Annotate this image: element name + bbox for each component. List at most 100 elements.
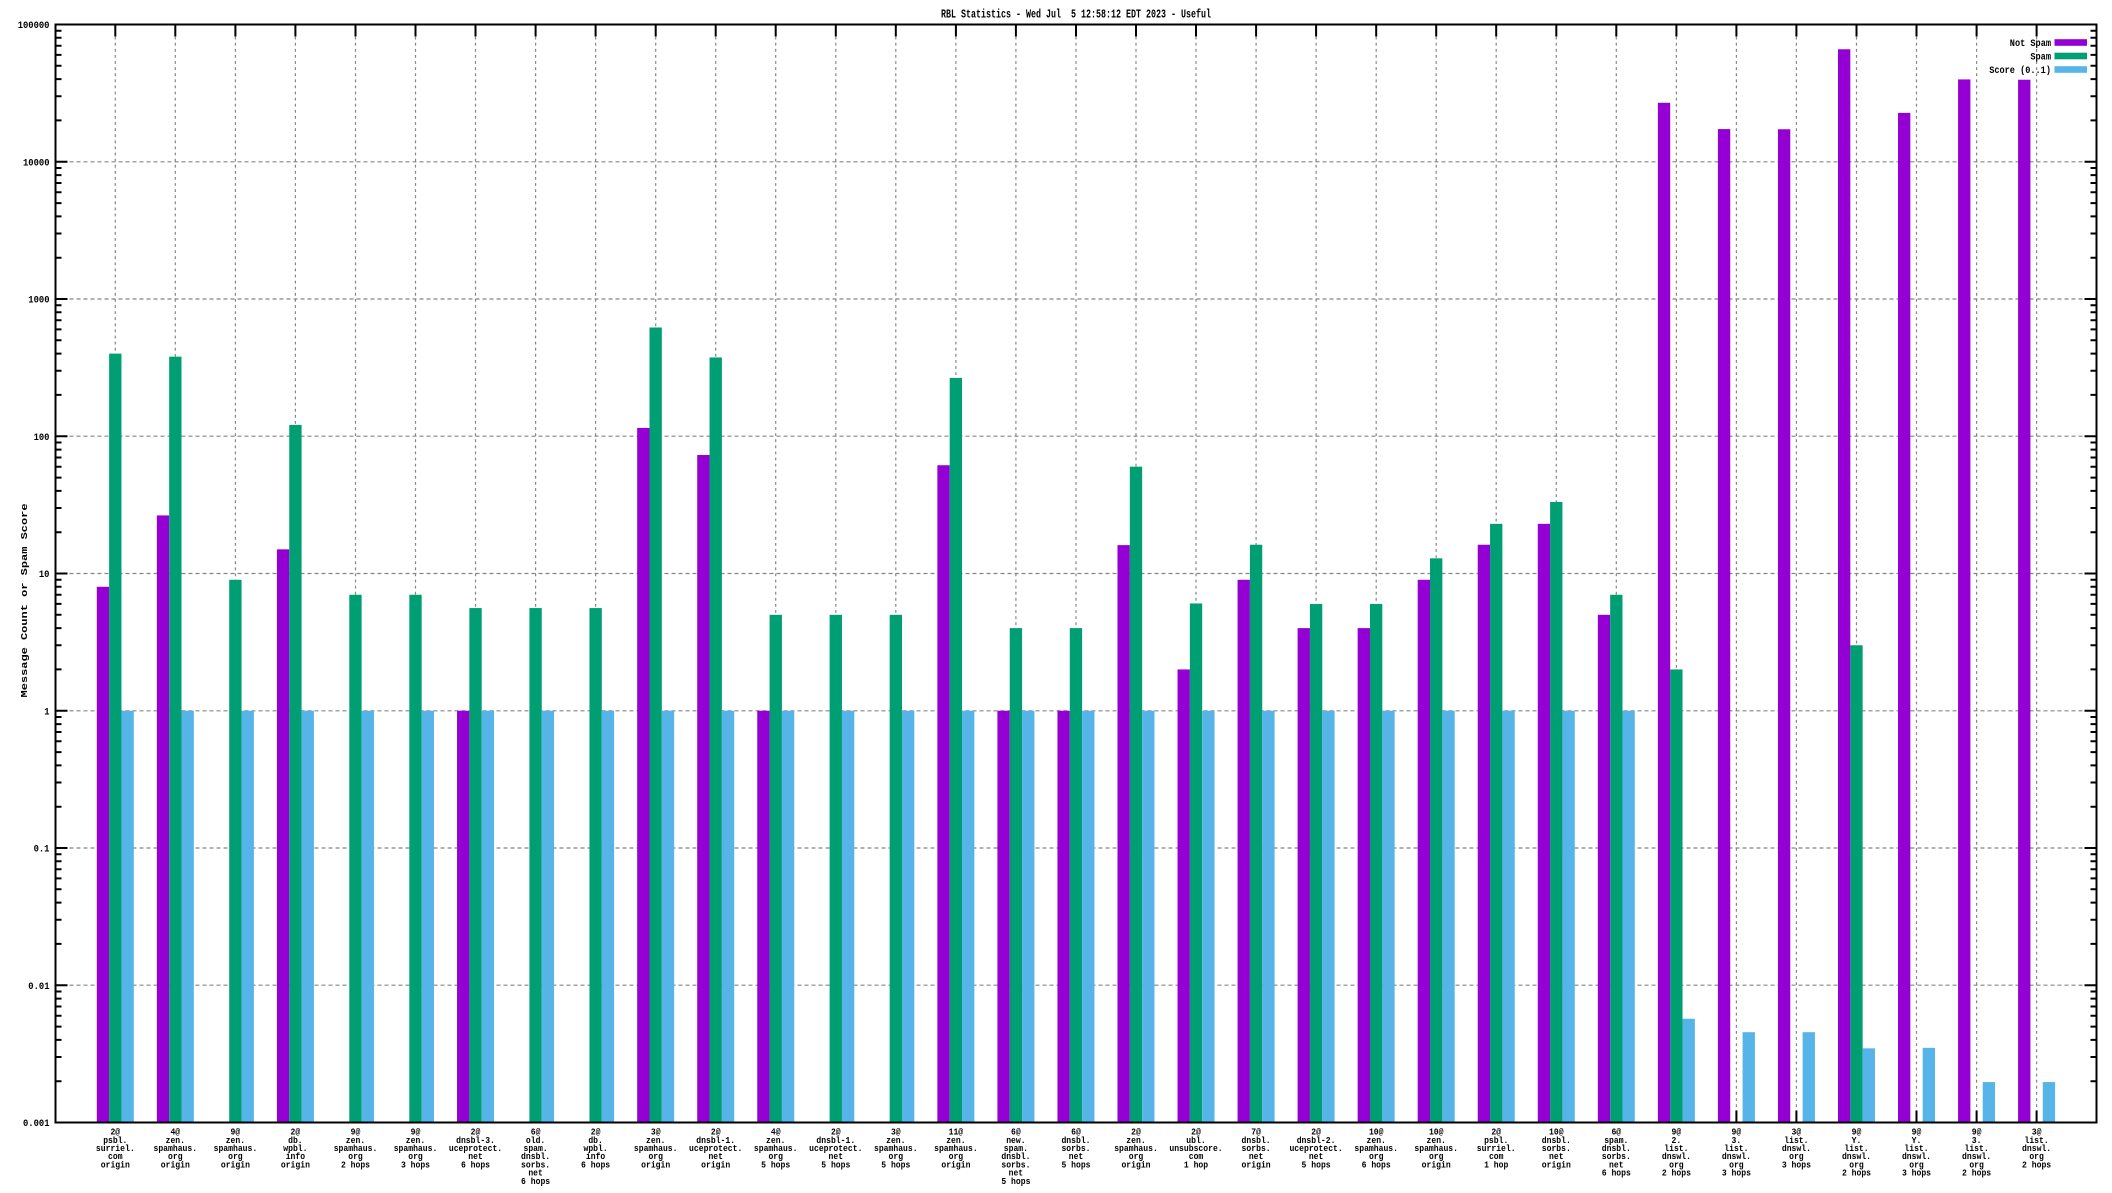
svg-text:origin: origin [101,1159,130,1170]
svg-text:org: org [168,1151,183,1162]
svg-text:11@: 11@ [949,1127,964,1138]
svg-text:org: org [1729,1159,1744,1170]
svg-text:2@: 2@ [1131,1127,1141,1138]
svg-text:com: com [1489,1151,1504,1162]
svg-text:Spam: Spam [2030,52,2051,63]
svg-text:org: org [1429,1151,1444,1162]
svg-text:6@: 6@ [1011,1127,1021,1138]
svg-text:surriel.: surriel. [1477,1143,1516,1154]
svg-text:dnsbl.: dnsbl. [1542,1135,1571,1146]
svg-text:3@: 3@ [1792,1127,1802,1138]
svg-text:1 hop: 1 hop [1184,1159,1209,1170]
svg-text:3.: 3. [1732,1135,1742,1146]
svg-text:origin: origin [701,1159,730,1170]
svg-text:dnswl.: dnswl. [1962,1151,1991,1162]
svg-text:10@: 10@ [1549,1127,1564,1138]
svg-text:list.: list. [1724,1143,1748,1154]
svg-text:wpbl.: wpbl. [283,1143,307,1154]
svg-text:list.: list. [1664,1143,1688,1154]
svg-text:net: net [829,1151,844,1162]
svg-text:2@: 2@ [831,1127,841,1138]
svg-text:zen.: zen. [226,1135,245,1146]
svg-text:7@: 7@ [1251,1127,1261,1138]
svg-text:spamhaus.: spamhaus. [1414,1143,1458,1154]
svg-text:10: 10 [39,570,50,581]
svg-text:net: net [1009,1168,1024,1179]
svg-text:dnsbl.: dnsbl. [1061,1135,1090,1146]
svg-text:zen.: zen. [646,1135,665,1146]
svg-text:4@: 4@ [170,1127,180,1138]
svg-text:dnswl.: dnswl. [2022,1143,2051,1154]
svg-text:com: com [108,1151,123,1162]
svg-text:db.: db. [288,1135,303,1146]
svg-text:6 hops: 6 hops [1602,1168,1631,1179]
svg-text:2 hops: 2 hops [1662,1168,1691,1179]
svg-text:zen.: zen. [166,1135,185,1146]
svg-text:2@: 2@ [471,1127,481,1138]
svg-text:100: 100 [34,433,50,444]
svg-text:5 hops: 5 hops [761,1159,790,1170]
svg-text:origin: origin [1542,1159,1571,1170]
svg-text:3 hops: 3 hops [1722,1168,1751,1179]
svg-text:org: org [1789,1151,1804,1162]
svg-text:9@: 9@ [1972,1127,1982,1138]
svg-text:origin: origin [1422,1159,1451,1170]
svg-text:org: org [1909,1159,1924,1170]
svg-text:zen.: zen. [886,1135,905,1146]
svg-text:5 hops: 5 hops [1001,1176,1030,1187]
svg-text:list.: list. [2025,1135,2049,1146]
svg-text:zen.: zen. [1126,1135,1145,1146]
svg-text:net: net [1249,1151,1264,1162]
svg-text:old.: old. [526,1135,545,1146]
svg-text:3@: 3@ [891,1127,901,1138]
svg-text:psbl.: psbl. [103,1135,127,1146]
svg-text:9@: 9@ [1672,1127,1682,1138]
svg-text:list.: list. [1784,1135,1808,1146]
svg-text:sorbs.: sorbs. [521,1159,550,1170]
svg-text:origin: origin [941,1159,970,1170]
svg-text:info: info [286,1151,306,1162]
svg-text:uceprotect.: uceprotect. [689,1143,742,1154]
svg-text:Score (0..1): Score (0..1) [1989,65,2051,76]
svg-text:org: org [949,1151,964,1162]
svg-text:info: info [586,1151,606,1162]
svg-text:dnsbl.: dnsbl. [521,1151,550,1162]
svg-text:spamhaus.: spamhaus. [1354,1143,1398,1154]
svg-text:net: net [708,1151,723,1162]
svg-text:Y.: Y. [1852,1135,1862,1146]
svg-text:db.: db. [588,1135,603,1146]
svg-text:wpbl.: wpbl. [584,1143,608,1154]
svg-text:3.: 3. [1972,1135,1982,1146]
svg-text:dnswl.: dnswl. [1782,1143,1811,1154]
svg-text:zen.: zen. [946,1135,965,1146]
svg-text:org: org [348,1151,363,1162]
svg-text:net: net [1069,1151,1084,1162]
svg-text:3 hops: 3 hops [1782,1159,1811,1170]
svg-text:6 hops: 6 hops [1362,1159,1391,1170]
svg-text:zen.: zen. [346,1135,365,1146]
svg-text:2@: 2@ [110,1127,120,1138]
svg-text:psbl.: psbl. [1484,1135,1508,1146]
svg-text:list.: list. [1965,1143,1989,1154]
svg-text:2 hops: 2 hops [1842,1168,1871,1179]
svg-text:2 hops: 2 hops [341,1159,370,1170]
svg-text:3@: 3@ [651,1127,661,1138]
svg-text:ubl.: ubl. [1186,1135,1205,1146]
svg-text:sorbs.: sorbs. [1001,1159,1030,1170]
svg-text:Y.: Y. [1912,1135,1922,1146]
svg-text:surriel.: surriel. [96,1143,135,1154]
svg-text:9@: 9@ [351,1127,361,1138]
svg-text:100000: 100000 [18,21,50,32]
svg-text:spam.: spam. [524,1143,548,1154]
svg-text:9@: 9@ [231,1127,241,1138]
svg-text:dnsbl-2.: dnsbl-2. [1297,1135,1336,1146]
svg-text:RBL Statistics - Wed Jul 5 12: RBL Statistics - Wed Jul 5 12:58:12 EDT … [941,7,1211,21]
svg-text:3 hops: 3 hops [401,1159,430,1170]
svg-text:6@: 6@ [1071,1127,1081,1138]
svg-text:9@: 9@ [1912,1127,1922,1138]
svg-text:dnswl.: dnswl. [1662,1151,1691,1162]
svg-text:uceprotect.: uceprotect. [449,1143,502,1154]
svg-text:4@: 4@ [771,1127,781,1138]
svg-text:2@: 2@ [1191,1127,1201,1138]
svg-text:sorbs.: sorbs. [1242,1143,1271,1154]
